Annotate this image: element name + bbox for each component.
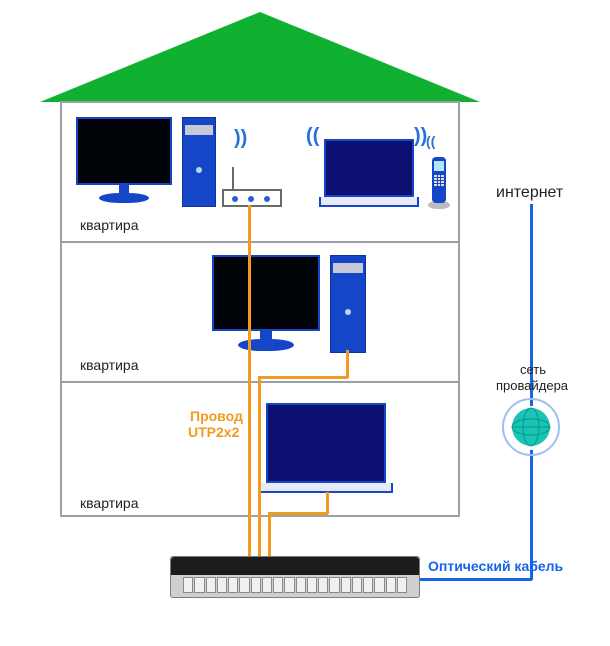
house-roof xyxy=(40,12,480,102)
provider-label-2: провайдера xyxy=(496,378,568,393)
fiber-label: Оптический кабель xyxy=(428,558,563,574)
wifi-signal-router: )) xyxy=(234,127,247,150)
utp-cable-2a xyxy=(346,350,349,378)
floor-divider-1 xyxy=(62,241,458,243)
utp-cable-3a xyxy=(326,492,329,514)
internet-label: интернет xyxy=(496,184,563,202)
network-diagram: )) )) )) )) квартира xyxy=(0,0,610,646)
label-floor3: квартира xyxy=(80,495,138,511)
utp-cable-1 xyxy=(248,205,251,563)
wifi-router xyxy=(222,189,282,207)
network-switch xyxy=(170,556,420,598)
utp-cable-2c xyxy=(258,376,261,563)
label-floor1: квартира xyxy=(80,217,138,233)
label-floor2: квартира xyxy=(80,357,138,373)
wifi-signal-phone: )) xyxy=(426,133,435,149)
utp-cable-3b xyxy=(268,512,328,515)
switch-ports xyxy=(183,577,407,593)
provider-globe xyxy=(510,406,552,448)
laptop-f1 xyxy=(324,139,414,207)
provider-label-1: сеть xyxy=(520,362,546,377)
fiber-h1 xyxy=(420,578,532,581)
wifi-signal-laptop-l: )) xyxy=(306,125,319,148)
tower-f2 xyxy=(330,255,366,353)
utp-label-line2: UTP2х2 xyxy=(188,424,239,440)
monitor-f2 xyxy=(212,255,320,351)
laptop-f3 xyxy=(266,403,386,493)
cordless-phone xyxy=(428,157,450,209)
tower-f1 xyxy=(182,117,216,207)
utp-label-line1: Провод xyxy=(190,408,243,424)
monitor-f1 xyxy=(76,117,172,203)
utp-cable-2b xyxy=(258,376,348,379)
